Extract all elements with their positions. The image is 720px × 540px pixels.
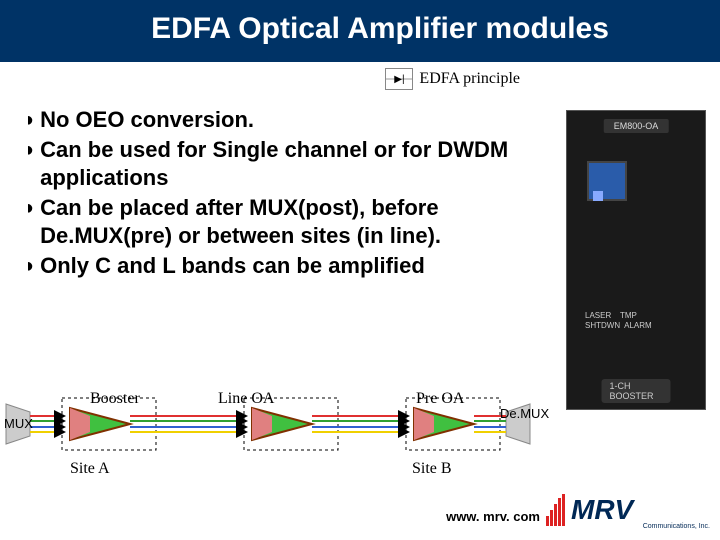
module-text-line: TMP xyxy=(620,311,637,320)
module-text-line: SHTDWN xyxy=(585,321,620,330)
website-url: www. mrv. com xyxy=(446,509,540,524)
module-text-line: ALARM xyxy=(624,321,652,330)
bullet-marker-icon: ◗ xyxy=(24,136,36,164)
pre-oa-label: Pre OA xyxy=(416,390,464,408)
bullet-marker-icon: ◗ xyxy=(24,194,36,222)
module-text-line: LASER xyxy=(585,311,611,320)
signal-path-diagram: MUX Booster Line OA Pre OA De.MUX Site A… xyxy=(0,394,560,484)
bullet-item: ◗ Can be placed after MUX(post), before … xyxy=(24,194,560,250)
logo-bars-icon xyxy=(546,494,565,526)
page-title: EDFA Optical Amplifier modules xyxy=(60,12,700,46)
bullet-item: ◗ Only C and L bands can be amplified xyxy=(24,252,560,280)
title-bar: EDFA Optical Amplifier modules xyxy=(0,0,720,62)
mux-label: MUX xyxy=(4,416,33,431)
module-port xyxy=(587,161,627,201)
bullet-text: Can be used for Single channel or for DW… xyxy=(40,136,560,192)
bullet-item: ◗ No OEO conversion. xyxy=(24,106,560,134)
bullet-text: Only C and L bands can be amplified xyxy=(40,252,425,280)
bullet-text: Can be placed after MUX(post), before De… xyxy=(40,194,560,250)
mrv-logo: MRV Communications, Inc. xyxy=(546,488,714,532)
edfa-principle-label: EDFA principle xyxy=(419,70,520,88)
module-top-label: EM800-OA xyxy=(604,119,669,133)
logo-subtitle: Communications, Inc. xyxy=(643,523,710,530)
bullet-text: No OEO conversion. xyxy=(40,106,254,134)
site-a-label: Site A xyxy=(70,460,110,478)
logo-text: MRV xyxy=(571,494,633,526)
line-oa-label: Line OA xyxy=(218,390,274,408)
edfa-principle-link[interactable]: ▶| EDFA principle xyxy=(385,68,520,90)
bullet-item: ◗ Can be used for Single channel or for … xyxy=(24,136,560,192)
video-icon: ▶| xyxy=(385,68,413,90)
module-mid-text: LASER TMP SHTDWN ALARM xyxy=(585,311,652,331)
bullet-marker-icon: ◗ xyxy=(24,252,36,280)
booster-label: Booster xyxy=(90,390,140,408)
module-bottom-label: 1-CH BOOSTER xyxy=(602,379,671,403)
demux-label: De.MUX xyxy=(500,406,549,421)
site-b-label: Site B xyxy=(412,460,452,478)
bullet-list: ◗ No OEO conversion. ◗ Can be used for S… xyxy=(24,106,560,280)
module-image: EM800-OA LASER TMP SHTDWN ALARM 1-CH BOO… xyxy=(566,110,706,410)
bullet-marker-icon: ◗ xyxy=(24,106,36,134)
